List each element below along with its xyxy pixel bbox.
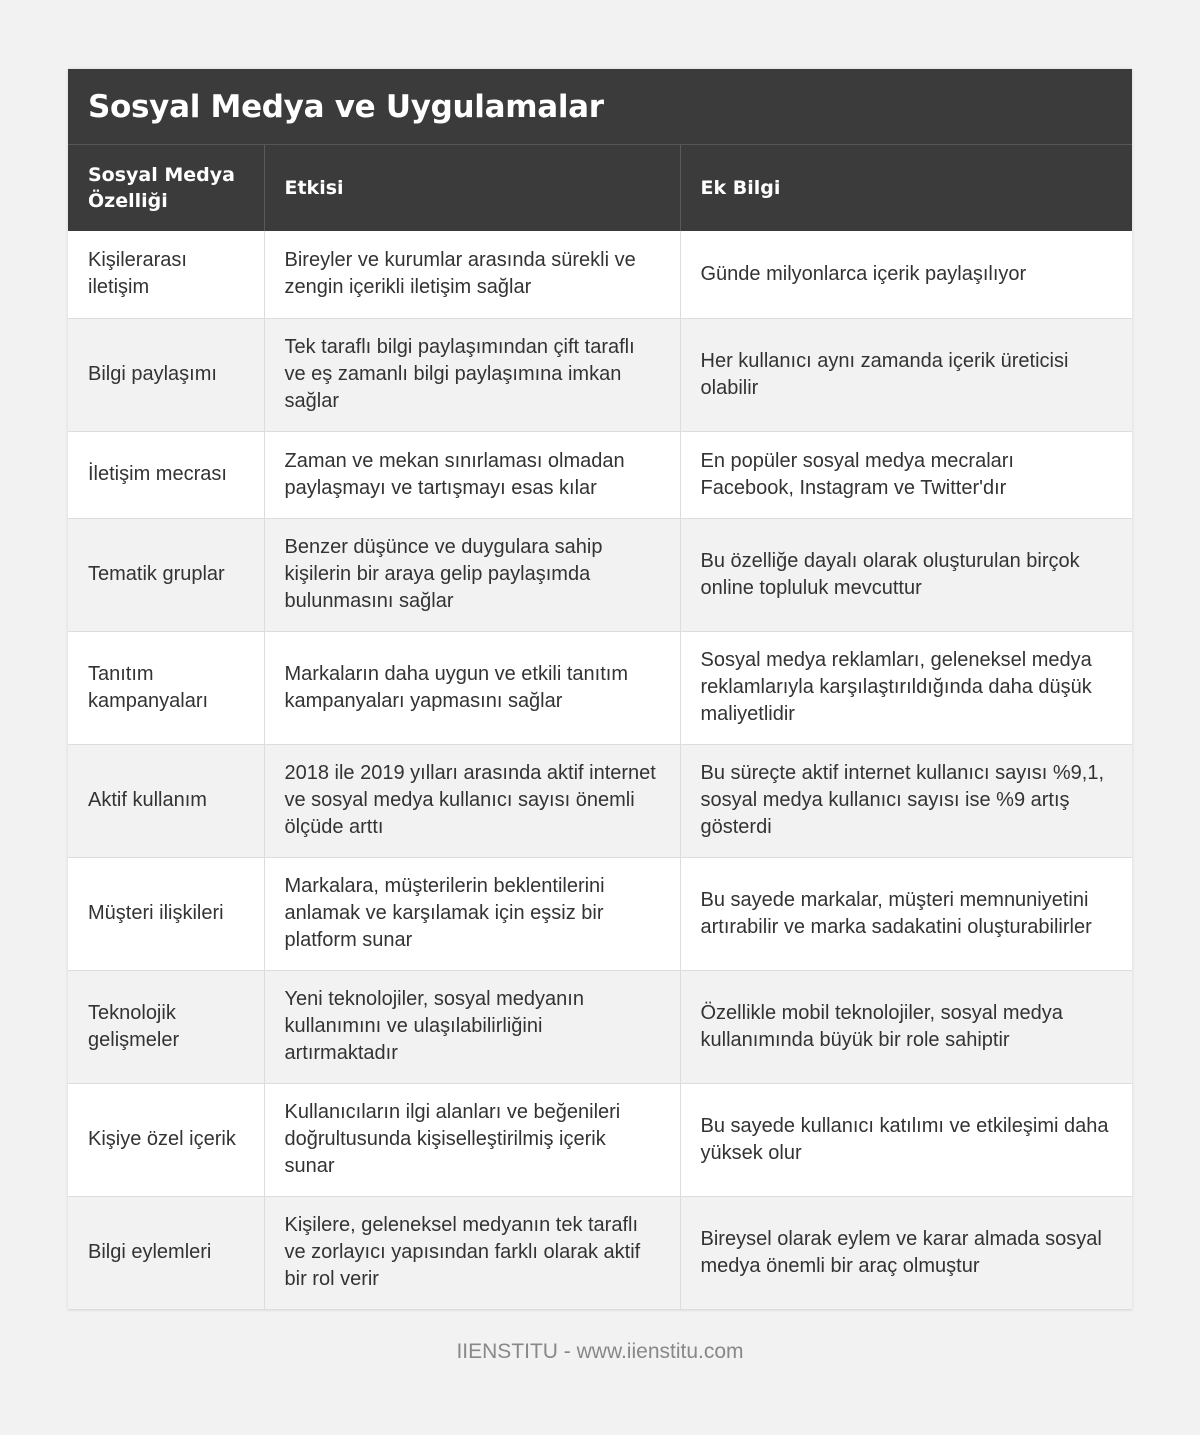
title-bar: Sosyal Medya ve Uygulamalar [68,69,1132,145]
feature-cell: Aktif kullanım [68,744,265,858]
effect-cell: Markaların daha uygun ve etkili tanıtım … [264,631,681,745]
table-row: Tematik gruplar Benzer düşünce ve duygul… [68,518,1132,632]
extra-info-cell: Bu süreçte aktif internet kullanıcı sayı… [680,744,1132,858]
feature-cell: Teknolojik gelişmeler [68,970,265,1084]
effect-cell: Yeni teknolojiler, sosyal medyanın kulla… [264,970,681,1084]
effect-cell: Kişilere, geleneksel medyanın tek tarafl… [264,1196,681,1310]
extra-info-cell: Bu sayede kullanıcı katılımı ve etkileşi… [680,1083,1132,1197]
extra-info-cell: Bireysel olarak eylem ve karar almada so… [680,1196,1132,1310]
effect-cell: Kullanıcıların ilgi alanları ve beğenile… [264,1083,681,1197]
extra-info-cell: Günde milyonlarca içerik paylaşılıyor [680,231,1132,319]
effect-cell: Benzer düşünce ve duygulara sahip kişile… [264,518,681,632]
extra-info-cell: Sosyal medya reklamları, geleneksel medy… [680,631,1132,745]
header-row: Sosyal Medya Özelliği Etkisi Ek Bilgi [68,145,1132,231]
feature-cell: Müşteri ilişkileri [68,857,265,971]
table-row: Kişilerarası iletişim Bireyler ve kuruml… [68,231,1132,319]
table-row: Müşteri ilişkileri Markalara, müşteriler… [68,857,1132,971]
feature-cell: Bilgi paylaşımı [68,318,265,432]
header-effect: Etkisi [264,145,681,231]
table-card: Sosyal Medya ve Uygulamalar Sosyal Medya… [68,69,1132,1310]
feature-cell: Bilgi eylemleri [68,1196,265,1310]
feature-cell: Tanıtım kampanyaları [68,631,265,745]
effect-cell: Tek taraflı bilgi paylaşımından çift tar… [264,318,681,432]
table-row: Tanıtım kampanyaları Markaların daha uyg… [68,631,1132,745]
extra-info-cell: Her kullanıcı aynı zamanda içerik üretic… [680,318,1132,432]
feature-cell: Tematik gruplar [68,518,265,632]
table-row: Aktif kullanım 2018 ile 2019 yılları ara… [68,744,1132,858]
table-row: Bilgi eylemleri Kişilere, geleneksel med… [68,1196,1132,1310]
table-row: Bilgi paylaşımı Tek taraflı bilgi paylaş… [68,318,1132,432]
table-row: Teknolojik gelişmeler Yeni teknolojiler,… [68,970,1132,1084]
header-extra-info: Ek Bilgi [680,145,1132,231]
table-row: İletişim mecrası Zaman ve mekan sınırlam… [68,431,1132,519]
header-feature: Sosyal Medya Özelliği [68,145,265,231]
extra-info-cell: Bu özelliğe dayalı olarak oluşturulan bi… [680,518,1132,632]
data-table: Sosyal Medya Özelliği Etkisi Ek Bilgi Ki… [68,145,1132,1310]
extra-info-cell: En popüler sosyal medya mecraları Facebo… [680,431,1132,519]
effect-cell: 2018 ile 2019 yılları arasında aktif int… [264,744,681,858]
effect-cell: Bireyler ve kurumlar arasında sürekli ve… [264,231,681,319]
effect-cell: Markalara, müşterilerin beklentilerini a… [264,857,681,971]
extra-info-cell: Bu sayede markalar, müşteri memnuniyetin… [680,857,1132,971]
feature-cell: Kişilerarası iletişim [68,231,265,319]
table-row: Kişiye özel içerik Kullanıcıların ilgi a… [68,1083,1132,1197]
table-title: Sosyal Medya ve Uygulamalar [88,88,604,125]
feature-cell: İletişim mecrası [68,431,265,519]
feature-cell: Kişiye özel içerik [68,1083,265,1197]
extra-info-cell: Özellikle mobil teknolojiler, sosyal med… [680,970,1132,1084]
footer-credit: IIENSTITU - www.iienstitu.com [456,1340,744,1363]
effect-cell: Zaman ve mekan sınırlaması olmadan payla… [264,431,681,519]
